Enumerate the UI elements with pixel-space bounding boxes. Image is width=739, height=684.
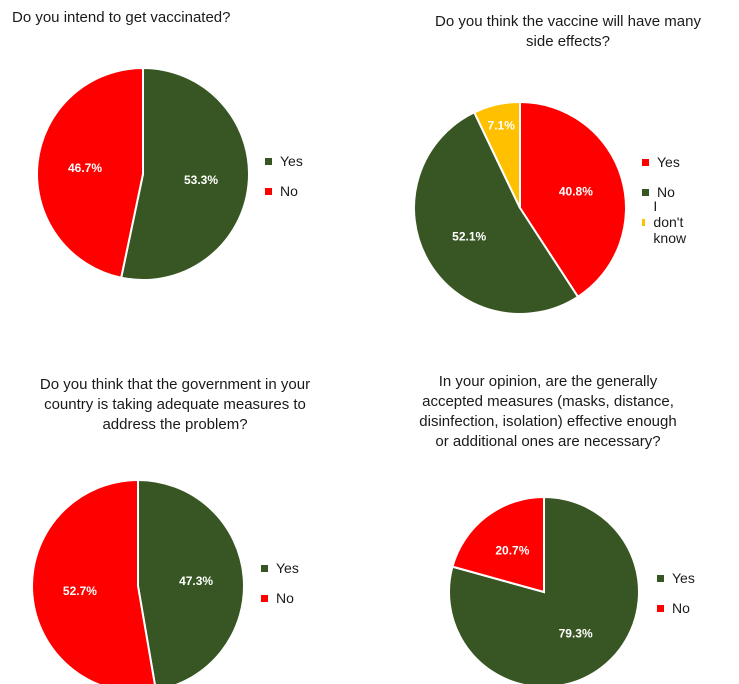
chart-4-title-line: accepted measures (masks, distance, bbox=[422, 393, 674, 410]
legend-swatch-no bbox=[657, 604, 664, 612]
pie-slice-i-don-t-know bbox=[472, 100, 521, 209]
chart-2-title: Do you think the vaccine will have many … bbox=[408, 12, 728, 52]
pie-slice-no bbox=[451, 495, 545, 594]
chart-3-legend: Yes No bbox=[261, 553, 299, 613]
pie-slice-yes bbox=[137, 478, 245, 684]
pie-data-label: 7.1% bbox=[488, 118, 516, 132]
chart-1-legend: Yes No bbox=[265, 146, 303, 206]
pie-slice-no bbox=[413, 111, 580, 315]
pie-data-label: 47.3% bbox=[179, 574, 213, 588]
legend-label-yes: Yes bbox=[657, 154, 680, 170]
legend-label-no: No bbox=[280, 183, 298, 199]
chart-3-title-line: country is taking adequate measures to bbox=[44, 396, 306, 413]
chart-3-title: Do you think that the government in your… bbox=[8, 375, 342, 435]
legend-swatch-yes bbox=[657, 574, 664, 582]
legend-item-no: No bbox=[261, 583, 299, 613]
legend-item-yes: Yes bbox=[657, 563, 695, 593]
pie-data-label: 79.3% bbox=[559, 627, 593, 641]
legend-label-yes: Yes bbox=[672, 570, 695, 586]
pie-slice-yes bbox=[119, 66, 250, 281]
legend-swatch-yes bbox=[265, 157, 272, 165]
legend-label-no: No bbox=[276, 590, 294, 606]
pie-data-label: 46.7% bbox=[68, 161, 102, 175]
legend-item-no: No bbox=[265, 176, 303, 206]
pie-slice-no bbox=[31, 478, 156, 684]
legend-swatch-dont-know bbox=[642, 218, 646, 226]
legend-item-yes: Yes bbox=[642, 147, 690, 177]
chart-4-legend: Yes No bbox=[657, 563, 695, 623]
chart-4-title-line: or additional ones are necessary? bbox=[435, 433, 661, 450]
pie-data-label: 40.8% bbox=[559, 184, 593, 198]
chart-2-title-line: side effects? bbox=[526, 33, 610, 50]
legend-label-no: No bbox=[657, 184, 675, 200]
pie-slice-yes bbox=[448, 495, 640, 684]
legend-item-yes: Yes bbox=[265, 146, 303, 176]
legend-label-dont-know: I don't know bbox=[653, 198, 687, 246]
pie-data-label: 52.1% bbox=[452, 230, 486, 244]
legend-label-yes: Yes bbox=[280, 153, 303, 169]
chart-4-title-line: In your opinion, are the generally bbox=[438, 373, 658, 390]
chart-3-title-line: address the problem? bbox=[102, 416, 248, 433]
chart-4-title-line: disinfection, isolation) effective enoug… bbox=[419, 413, 677, 430]
legend-item-no: No bbox=[657, 593, 695, 623]
legend-label-yes: Yes bbox=[276, 560, 299, 576]
legend-swatch-no bbox=[265, 187, 272, 195]
chart-1-title: Do you intend to get vaccinated? bbox=[12, 8, 230, 28]
chart-2-title-line: Do you think the vaccine will have many bbox=[435, 13, 701, 30]
legend-swatch-no bbox=[261, 594, 268, 602]
chart-3-title-line: Do you think that the government in your bbox=[39, 376, 311, 393]
chart-2-legend: Yes No I don't know bbox=[642, 147, 690, 246]
pie-data-label: 52.7% bbox=[63, 584, 97, 598]
legend-label-no: No bbox=[672, 600, 690, 616]
pie-slice-no bbox=[36, 66, 144, 279]
pie-data-label: 53.3% bbox=[184, 173, 218, 187]
legend-swatch-yes bbox=[642, 158, 649, 166]
legend-item-no: No bbox=[642, 177, 690, 207]
pie-data-label: 20.7% bbox=[495, 543, 529, 557]
legend-item-yes: Yes bbox=[261, 553, 299, 583]
chart-4-title: In your opinion, are the generally accep… bbox=[383, 372, 713, 452]
legend-swatch-no bbox=[642, 188, 649, 196]
legend-swatch-yes bbox=[261, 564, 268, 572]
legend-item-dont-know: I don't know bbox=[642, 198, 690, 246]
chart-1-title-line: Do you intend to get vaccinated? bbox=[12, 9, 231, 26]
